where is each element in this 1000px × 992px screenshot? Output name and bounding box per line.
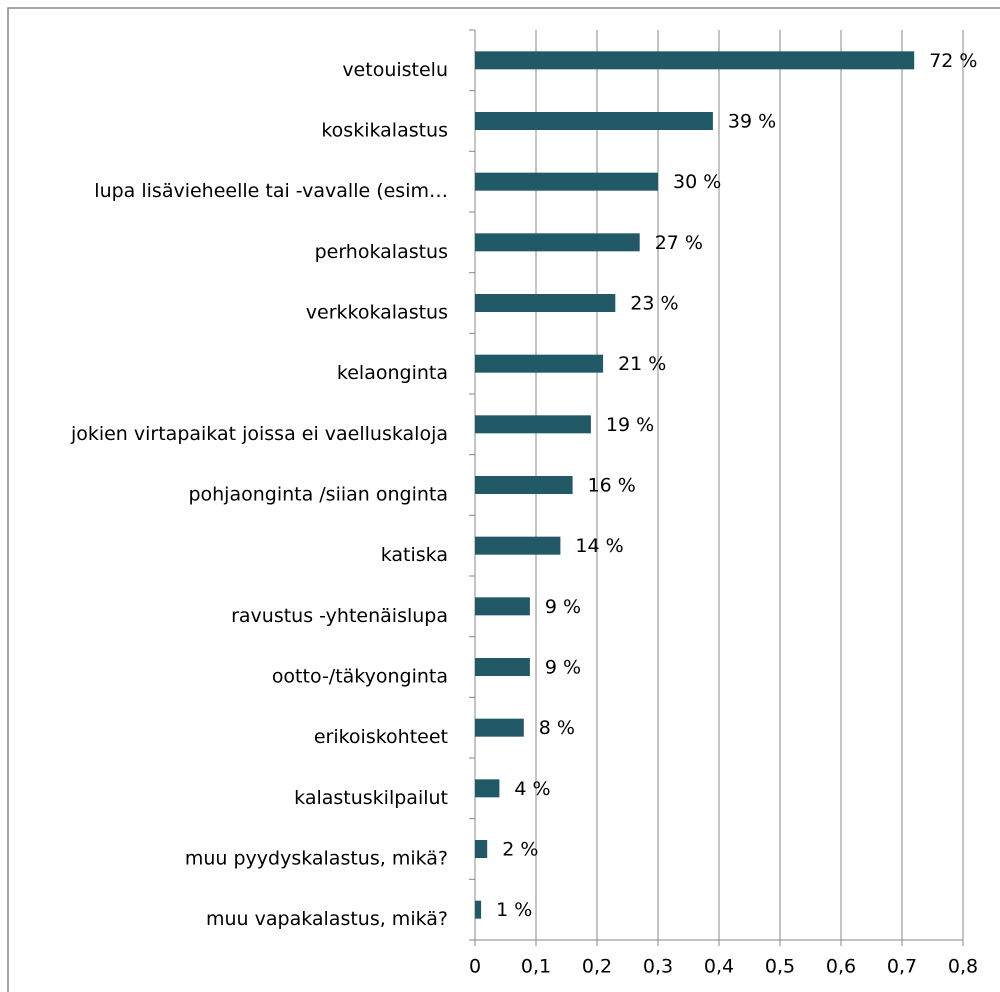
y-tick-label: muu vapakalastus, mikä?: [206, 908, 448, 930]
y-tick-label: pohjaonginta /siian onginta: [188, 484, 448, 506]
x-tick-label: 0: [469, 956, 481, 978]
x-tick-label: 0,8: [948, 956, 978, 978]
y-tick-label: erikoiskohteet: [314, 726, 448, 748]
data-label: 16 %: [588, 475, 636, 497]
bar: [475, 294, 616, 312]
y-tick-label: ootto-/täkyonginta: [272, 666, 448, 688]
bar: [475, 779, 500, 798]
bar: [475, 597, 530, 616]
data-label: 1 %: [496, 899, 532, 921]
x-tick-label: 0,2: [582, 956, 612, 978]
data-label: 21 %: [618, 353, 666, 375]
y-tick-label: lupa lisävieheelle tai -vavalle (esim…: [94, 180, 448, 202]
x-tick-label: 0,5: [765, 956, 795, 978]
data-label: 72 %: [929, 50, 977, 72]
bar: [475, 718, 524, 737]
bar: [475, 658, 530, 676]
y-tick-label: kalastuskilpailut: [294, 787, 448, 809]
x-tick-label: 0,4: [704, 956, 734, 978]
data-label: 9 %: [545, 596, 581, 618]
data-label: 39 %: [728, 111, 776, 133]
y-tick-label: koskikalastus: [321, 120, 448, 142]
data-label: 8 %: [539, 717, 575, 739]
chart-border: [7, 7, 1000, 992]
x-tick-label: 0,3: [643, 956, 673, 978]
data-label: 2 %: [502, 839, 538, 861]
data-label: 14 %: [575, 535, 623, 557]
x-tick-label: 0,1: [521, 956, 551, 978]
bar: [475, 840, 488, 858]
bar: [475, 354, 604, 373]
bar: [475, 172, 658, 191]
data-label: 30 %: [673, 171, 721, 193]
x-tick-label: 0,7: [887, 956, 917, 978]
x-tick-label: 0,6: [826, 956, 856, 978]
data-label: 23 %: [630, 293, 678, 315]
bar: [475, 51, 915, 70]
bar: [475, 536, 561, 555]
y-tick-label: katiska: [381, 544, 448, 566]
y-tick-label: muu pyydyskalastus, mikä?: [185, 848, 448, 870]
y-tick-label: perhokalastus: [315, 241, 448, 263]
y-tick-label: kelaonginta: [337, 362, 448, 384]
y-tick-label: verkkokalastus: [306, 302, 448, 324]
y-tick-label: vetouistelu: [342, 59, 448, 81]
bar: [475, 476, 573, 494]
bar: [475, 233, 640, 252]
bar: [475, 415, 591, 434]
data-label: 9 %: [545, 657, 581, 679]
data-label: 19 %: [606, 414, 654, 436]
y-tick-label: ravustus -yhtenäislupa: [231, 605, 448, 627]
bar: [475, 900, 482, 919]
bar: [475, 112, 713, 130]
data-label: 4 %: [514, 778, 550, 800]
y-tick-label: jokien virtapaikat joissa ei vaelluskalo…: [70, 423, 448, 445]
data-label: 27 %: [655, 232, 703, 254]
